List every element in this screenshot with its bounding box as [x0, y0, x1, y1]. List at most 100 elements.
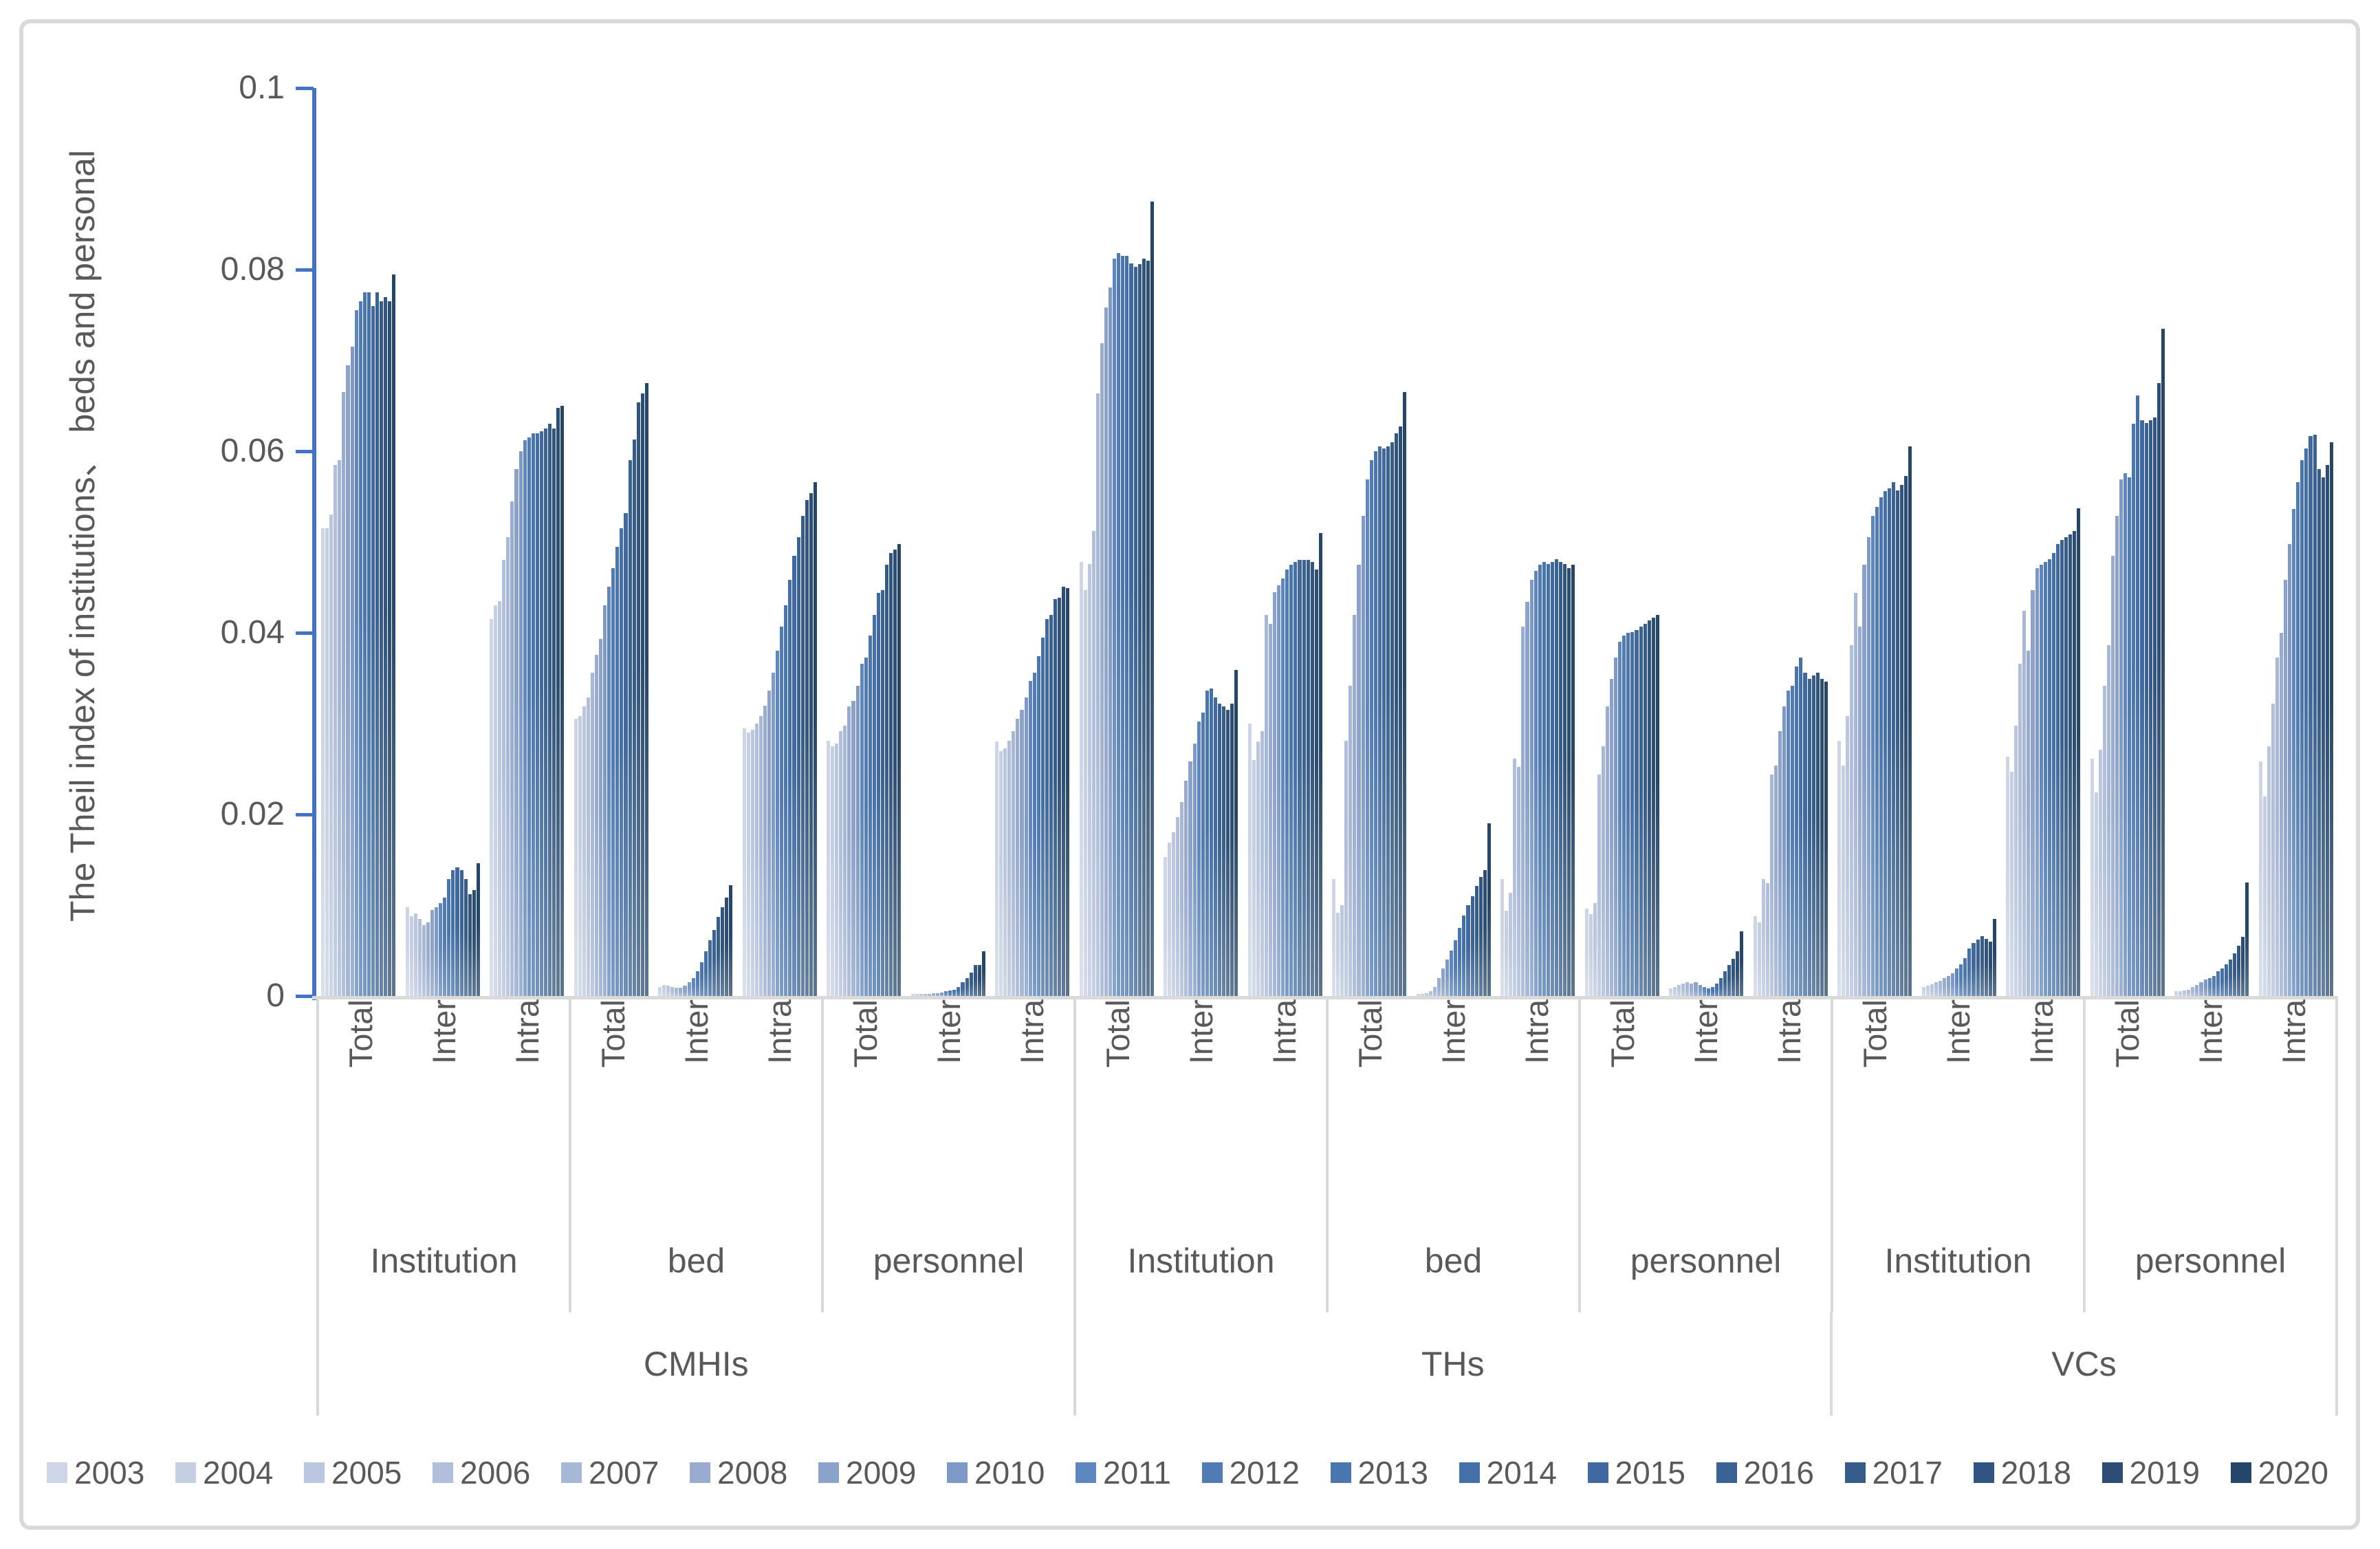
bar [628, 460, 632, 996]
bar [2300, 460, 2304, 996]
bar-cluster-VCs-personnel-Total [2086, 88, 2170, 996]
bar [1036, 656, 1040, 996]
bar [447, 879, 451, 996]
bar [843, 726, 847, 996]
bar [1462, 916, 1466, 996]
legend-year-label: 2012 [1229, 1455, 1300, 1491]
category-label: Total [595, 999, 631, 1068]
legend-swatch [433, 1462, 453, 1483]
bar [712, 930, 717, 996]
bar [1589, 914, 1593, 996]
legend-swatch [1587, 1462, 1608, 1483]
category-cell: Inter [402, 999, 485, 1209]
group-label: THs [1073, 1312, 1831, 1416]
bar [1513, 759, 1517, 996]
bar [1382, 448, 1386, 996]
bar [607, 587, 611, 996]
bar [1955, 968, 1959, 996]
bar [1234, 670, 1238, 996]
bar-cluster-CMHIs-bed-Total [569, 88, 654, 996]
bar [754, 724, 758, 996]
bar [2296, 482, 2300, 996]
bar [1432, 987, 1437, 996]
y-tick-label: 0.02 [220, 796, 285, 832]
bar [1639, 627, 1643, 996]
bar [598, 639, 603, 996]
bar [1180, 802, 1184, 996]
subgroup-column: Total Inter Intra personnel [2083, 999, 2338, 1312]
bar [644, 383, 648, 996]
bar [2098, 750, 2102, 996]
bar [1066, 588, 1070, 996]
bar [1478, 877, 1483, 996]
bar [1669, 988, 1673, 996]
category-label: Inter [1183, 999, 1219, 1065]
category-label: Total [1857, 999, 1893, 1068]
bar [472, 890, 476, 996]
bar [1630, 632, 1635, 996]
bar [1256, 741, 1260, 996]
category-cell: Inter [1917, 999, 2000, 1209]
legend-swatch [1716, 1462, 1737, 1483]
bar [1230, 704, 1234, 996]
bar [1353, 615, 1357, 996]
bar [321, 528, 325, 996]
bar [750, 730, 754, 996]
category-label: Total [1100, 999, 1136, 1068]
bar [1807, 679, 1811, 996]
bar [611, 568, 615, 996]
y-tick-label: 0.08 [220, 251, 285, 288]
bar [1542, 562, 1546, 996]
category-cell: Intra [1243, 999, 1326, 1209]
bar [338, 460, 342, 996]
bar [594, 655, 598, 996]
bar [952, 990, 957, 996]
legend-swatch [2230, 1462, 2251, 1483]
bar [717, 917, 721, 996]
bar [1732, 959, 1736, 996]
bar [392, 274, 396, 996]
legend-year-label: 2016 [1743, 1455, 1814, 1491]
bar [2317, 469, 2321, 996]
bar [459, 870, 463, 996]
legend-swatch [818, 1462, 839, 1483]
bar [860, 664, 864, 996]
category-label: Intra [509, 999, 545, 1065]
bar-cluster-THs-Institution-Intra [1243, 88, 1328, 996]
bar [1533, 571, 1538, 996]
bar [2090, 759, 2094, 996]
bar [915, 994, 919, 996]
bar [2014, 726, 2018, 996]
bar [405, 907, 409, 996]
bar [1567, 568, 1571, 996]
bar [1887, 488, 1892, 996]
bar [1454, 940, 1458, 996]
bar [969, 973, 973, 996]
bar [1226, 710, 1230, 996]
bar [763, 706, 767, 996]
bar [675, 988, 679, 996]
category-cell: Total [1076, 999, 1159, 1209]
category-cell: Intra [2252, 999, 2335, 1209]
bar [2233, 953, 2237, 996]
bar [2203, 979, 2207, 996]
bar [1091, 531, 1095, 996]
bar [788, 580, 792, 996]
bar [1168, 843, 1172, 996]
bar [1866, 537, 1870, 996]
bar [502, 560, 506, 996]
bar [1925, 986, 1930, 996]
bar [2077, 508, 2081, 996]
bar [375, 292, 380, 996]
bar [1765, 883, 1769, 996]
bar [413, 913, 417, 996]
bar [1373, 451, 1377, 996]
bar [1942, 978, 1946, 996]
group-label: VCs [1830, 1312, 2338, 1416]
bar [1172, 832, 1176, 996]
bar [1900, 485, 1904, 996]
bar [1428, 991, 1432, 996]
bar [2224, 964, 2229, 996]
bar [590, 673, 594, 996]
bar [2027, 651, 2031, 996]
